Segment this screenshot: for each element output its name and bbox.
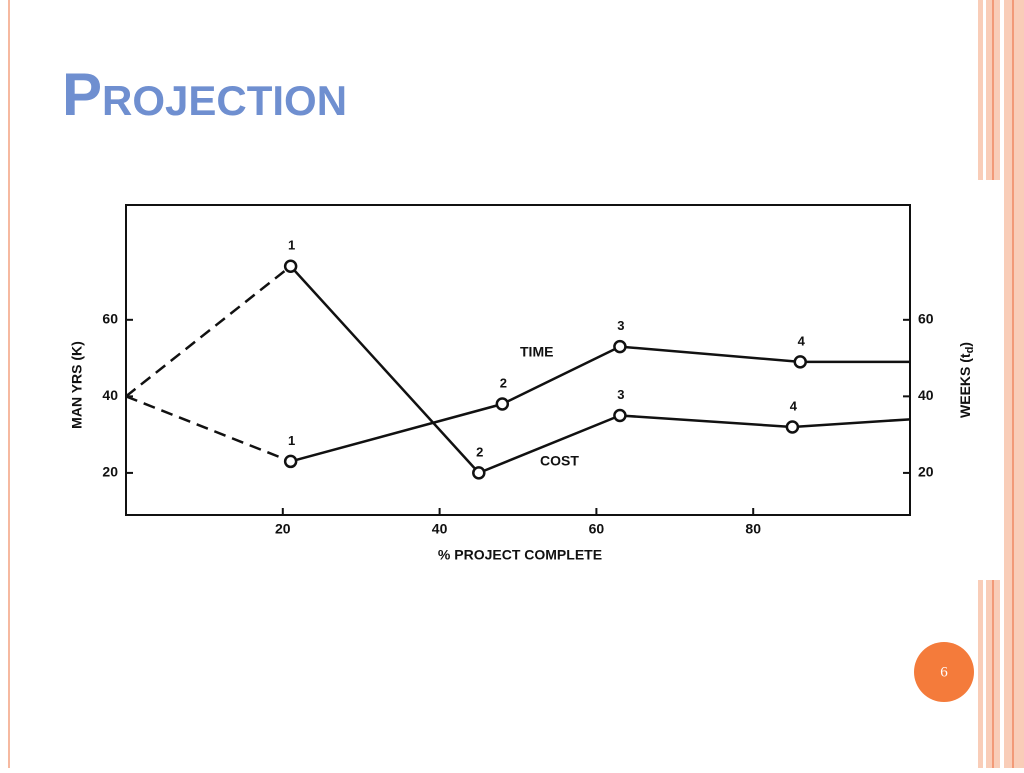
x-tick-label: 40 bbox=[432, 521, 448, 537]
point bbox=[785, 420, 800, 434]
y2-tick-label: 40 bbox=[918, 387, 934, 403]
point-label: 3 bbox=[617, 318, 624, 333]
line-dashed bbox=[125, 265, 292, 398]
y2-label-part: WEEKS (t bbox=[957, 353, 973, 418]
y2-tick-label: 20 bbox=[918, 464, 934, 480]
point-label: 4 bbox=[798, 333, 806, 348]
point bbox=[613, 339, 627, 354]
page-number: 6 bbox=[940, 664, 948, 680]
point-label: 1 bbox=[288, 238, 295, 253]
point-label: 2 bbox=[476, 444, 483, 459]
stripe bbox=[1012, 0, 1014, 768]
line-dashed bbox=[125, 395, 292, 463]
point-label: 2 bbox=[500, 375, 507, 390]
plot-frame bbox=[125, 204, 911, 516]
point bbox=[613, 408, 627, 423]
y2-axis-label: WEEKS (td) bbox=[957, 342, 976, 418]
y-tick-label: 40 bbox=[102, 387, 118, 403]
series-label: TIME bbox=[520, 344, 553, 360]
point-label: 4 bbox=[790, 398, 798, 413]
slide-title: Projection bbox=[62, 61, 347, 128]
stripe bbox=[1000, 0, 1004, 768]
chart-image bbox=[70, 180, 1000, 580]
point bbox=[495, 397, 510, 411]
y-axis-label: MAN YRS (K) bbox=[69, 341, 85, 429]
x-tick-label: 60 bbox=[589, 521, 605, 537]
x-tick-label: 80 bbox=[745, 521, 761, 537]
point bbox=[283, 454, 298, 469]
series-label: COST bbox=[540, 453, 579, 469]
y2-label-part: ) bbox=[957, 342, 973, 347]
page-badge bbox=[914, 642, 974, 702]
y-tick-label: 60 bbox=[102, 311, 118, 327]
point-label: 1 bbox=[288, 433, 295, 448]
x-axis-label: % PROJECT COMPLETE bbox=[438, 547, 602, 563]
point bbox=[283, 259, 298, 273]
x-tick-label: 20 bbox=[275, 521, 291, 537]
point-label: 3 bbox=[617, 387, 624, 402]
y-tick-label: 20 bbox=[102, 464, 118, 480]
y2-tick-label: 60 bbox=[918, 311, 934, 327]
point bbox=[472, 466, 486, 480]
y2-label-sub: d bbox=[964, 347, 976, 354]
point bbox=[793, 355, 807, 369]
